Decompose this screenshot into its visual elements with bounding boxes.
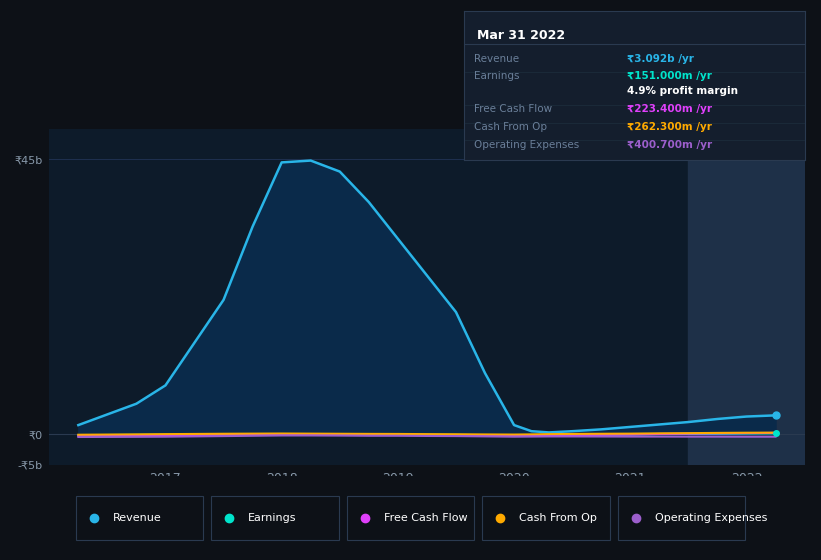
- Text: Operating Expenses: Operating Expenses: [655, 513, 767, 523]
- Text: Mar 31 2022: Mar 31 2022: [478, 29, 566, 42]
- Text: ₹223.400m /yr: ₹223.400m /yr: [627, 104, 713, 114]
- Text: Cash From Op: Cash From Op: [474, 122, 547, 132]
- Text: Cash From Op: Cash From Op: [519, 513, 597, 523]
- Text: Earnings: Earnings: [248, 513, 297, 523]
- Text: ₹3.092b /yr: ₹3.092b /yr: [627, 54, 695, 64]
- Text: Revenue: Revenue: [112, 513, 162, 523]
- Text: 4.9% profit margin: 4.9% profit margin: [627, 86, 738, 96]
- Text: Free Cash Flow: Free Cash Flow: [474, 104, 553, 114]
- Text: Operating Expenses: Operating Expenses: [474, 140, 580, 150]
- Text: Free Cash Flow: Free Cash Flow: [384, 513, 467, 523]
- Bar: [688, 129, 805, 465]
- Text: Earnings: Earnings: [474, 72, 520, 82]
- Text: Revenue: Revenue: [474, 54, 519, 64]
- Text: ₹400.700m /yr: ₹400.700m /yr: [627, 140, 713, 150]
- Text: ₹151.000m /yr: ₹151.000m /yr: [627, 72, 713, 82]
- Text: ₹262.300m /yr: ₹262.300m /yr: [627, 122, 713, 132]
